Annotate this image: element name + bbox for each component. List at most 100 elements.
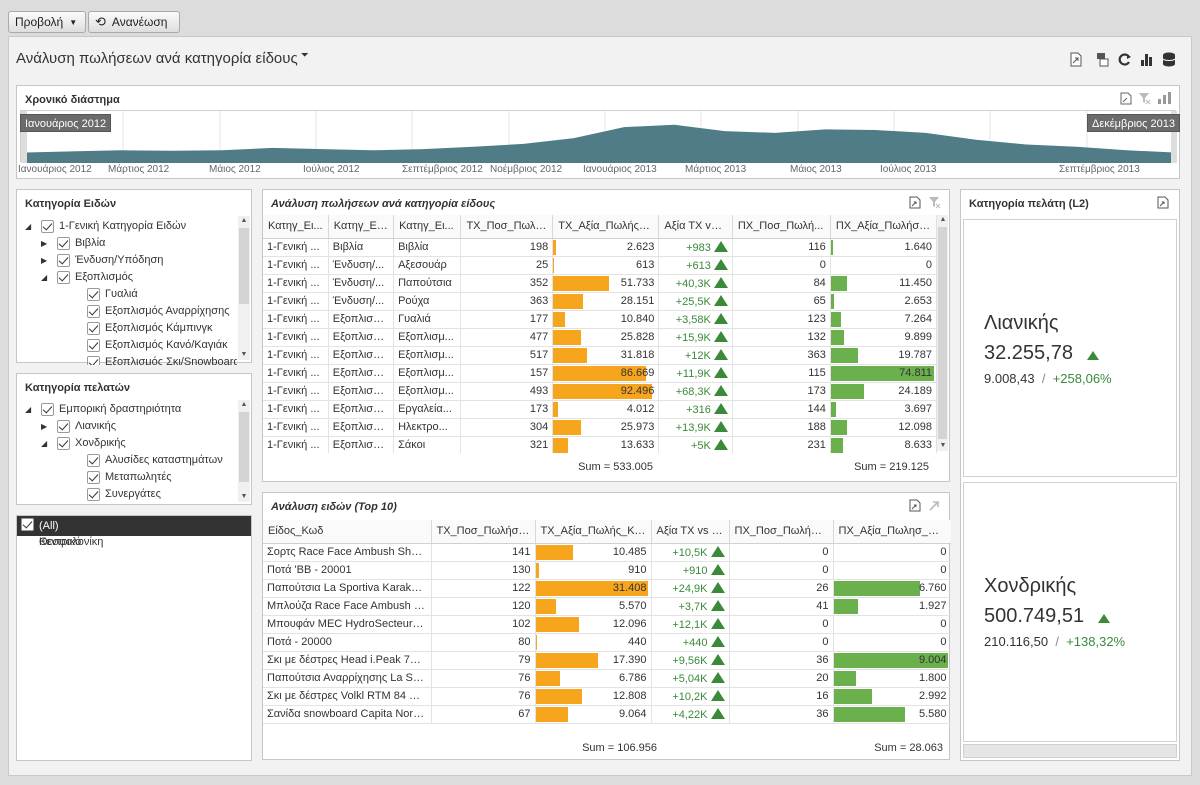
bar-cell[interactable]: 28.151 (552, 292, 660, 311)
table-row[interactable]: 1-Γενική ... Εξοπλισμός Σάκοι 321 13.633 +5K 2… (263, 436, 937, 453)
checkbox[interactable] (87, 288, 100, 301)
bar-cell[interactable]: 10.485 (535, 543, 652, 562)
bar-cell[interactable]: 31.818 (552, 346, 660, 365)
tree-item[interactable]: ▶ Λιανικής (17, 418, 237, 435)
view-menu-button[interactable]: Προβολή ▼ (8, 11, 86, 33)
tree-item[interactable]: ◢ Εμπορική δραστηριότητα (17, 401, 237, 418)
export-icon[interactable] (1157, 196, 1169, 209)
bar-cell[interactable]: 1.927 (833, 597, 951, 616)
checkbox[interactable] (57, 437, 70, 450)
checkbox[interactable] (87, 454, 100, 467)
chart-icon[interactable] (1140, 52, 1154, 67)
clear-filter-icon[interactable] (928, 196, 941, 209)
tree-item[interactable]: ◢ 1-Γενική Κατηγορία Ειδών (17, 218, 237, 235)
tree-item[interactable]: ▶ Ένδυση/Υπόδηση (17, 252, 237, 269)
tree-item[interactable]: ◢ Χονδρικής (17, 435, 237, 452)
table-row[interactable]: Ποτά 'ΒΒ - 20001 130 910 +910 0 0 (263, 561, 951, 580)
checkbox[interactable] (87, 322, 100, 335)
checkbox[interactable] (87, 356, 100, 365)
kpi-scrollbar[interactable] (963, 744, 1177, 758)
refresh-button[interactable]: ⟲ Ανανέωση (88, 11, 180, 33)
tree-item[interactable]: ◢ Εξοπλισμός (17, 269, 237, 286)
item-category-scrollbar[interactable]: ▲ ▼ (238, 216, 250, 360)
column-header[interactable]: ΤΧ_Ποσ_Πωλή... (460, 215, 554, 239)
kpi-card-retail[interactable]: Λιανικής 32.255,78 9.008,43 / +258,06% (963, 219, 1177, 477)
column-header[interactable]: Κατηγ_Ει... (328, 215, 395, 239)
clear-filter-icon[interactable] (1138, 92, 1151, 105)
chevron-down-icon[interactable]: ◢ (25, 405, 32, 414)
bar-cell[interactable]: 17.390 (535, 651, 652, 670)
column-header[interactable]: Κατηγ_Ει... (393, 215, 462, 239)
export-icon[interactable] (909, 499, 921, 512)
column-header[interactable]: ΤΧ_Αξία_Πωλής_... (552, 215, 660, 239)
checkbox[interactable] (57, 271, 70, 284)
bar-cell[interactable]: 10.840 (552, 310, 660, 329)
table-row[interactable]: 1-Γενική ... Εξοπλισμός Γυαλιά 177 10.840 +3,… (263, 310, 937, 329)
bar-cell[interactable]: 13.633 (552, 436, 660, 453)
chevron-right-icon[interactable]: ▶ (41, 422, 48, 431)
checkbox[interactable] (87, 305, 100, 318)
checkbox[interactable] (57, 254, 70, 267)
chevron-right-icon[interactable]: ▶ (41, 256, 48, 265)
table-row[interactable]: 1-Γενική ... Εξοπλισμός Εξοπλισμ... 517 31.8… (263, 346, 937, 365)
bar-cell[interactable]: 5.580 (833, 705, 951, 724)
checkbox[interactable] (57, 237, 70, 250)
bar-cell[interactable]: 25.973 (552, 418, 660, 437)
table-row[interactable]: 1-Γενική ... Ένδυση/... Αξεσουάρ 25 613 +613 0… (263, 256, 937, 275)
export-icon[interactable] (1070, 52, 1082, 67)
bar-cell[interactable]: 7.264 (830, 310, 937, 329)
bar-cell[interactable]: 0 (833, 543, 951, 562)
tree-item[interactable]: Γυαλιά (17, 286, 237, 303)
table-row[interactable]: Παπούτσια Αναρρίχησης La Spo... 76 6.786 +5… (263, 669, 951, 688)
export-icon[interactable] (1120, 92, 1132, 105)
bar-cell[interactable]: 51.733 (552, 274, 660, 293)
bar-cell[interactable]: 910 (535, 561, 652, 580)
bar-cell[interactable]: 9.064 (535, 705, 652, 724)
range-start-handle[interactable]: Ιανουάριος 2012 (20, 114, 112, 132)
bar-cell[interactable]: 6.786 (535, 669, 652, 688)
bar-cell[interactable]: 6.760 (833, 579, 951, 598)
chevron-down-icon[interactable]: ◢ (41, 273, 48, 282)
bar-cell[interactable]: 0 (830, 256, 937, 275)
bar-cell[interactable]: 440 (535, 633, 652, 652)
tree-item[interactable]: Μεταπωλητές (17, 469, 237, 486)
checkbox[interactable] (87, 471, 100, 484)
checkbox[interactable] (87, 339, 100, 352)
export-icon[interactable] (909, 196, 921, 209)
table-row[interactable]: 1-Γενική ... Εξοπλισμός Εργαλεία... 173 4.01… (263, 400, 937, 419)
bar-cell[interactable]: 25.828 (552, 328, 660, 347)
column-header[interactable]: ΠΧ_Αξία_Πωλησ_Μ... (833, 520, 951, 544)
column-header[interactable]: ΤΧ_Ποσ_Πωλήσε... (431, 520, 536, 544)
tree-item[interactable]: Εξοπλισμός Σκι/Snowboard (17, 354, 237, 365)
bar-cell[interactable]: 1.800 (833, 669, 951, 688)
bar-cell[interactable]: 2.623 (552, 238, 660, 257)
checkbox[interactable] (41, 403, 54, 416)
bar-cell[interactable]: 4.012 (552, 400, 660, 419)
chevron-down-icon[interactable]: ◢ (25, 222, 32, 231)
checkbox[interactable] (21, 518, 34, 531)
column-header[interactable]: ΠΧ_Ποσ_Πωλή... (732, 215, 831, 239)
filter-icon[interactable]: ⏷ (300, 50, 309, 61)
tree-item[interactable]: Συνεργάτες (17, 486, 237, 503)
bar-cell[interactable]: 2.653 (830, 292, 937, 311)
table-row[interactable]: Μπουφάν MEC HydroSecteur J... 102 12.096 +1… (263, 615, 951, 634)
sales-grid-scrollbar[interactable]: ▲ ▼ (936, 215, 948, 451)
column-header[interactable]: ΠΧ_Αξία_Πωλήσ_... (830, 215, 937, 239)
bar-cell[interactable]: 12.098 (830, 418, 937, 437)
chevron-down-icon[interactable]: ◢ (41, 439, 48, 448)
column-header[interactable]: Είδος_Κωδ (263, 520, 432, 544)
checkbox[interactable] (57, 420, 70, 433)
table-row[interactable]: 1-Γενική ... Βιβλία Βιβλία 198 2.623 +983 116 1… (263, 238, 937, 257)
bar-cell[interactable]: 11.450 (830, 274, 937, 293)
bar-cell[interactable]: 2.992 (833, 687, 951, 706)
tree-item[interactable]: Αλυσίδες καταστημάτων (17, 452, 237, 469)
bar-cell[interactable]: 5.570 (535, 597, 652, 616)
bar-cell[interactable]: 0 (833, 561, 951, 580)
column-header[interactable]: Αξία ΤΧ vs ν... (651, 520, 730, 544)
bar-cell[interactable]: 92.496 (552, 382, 660, 401)
table-row[interactable]: 1-Γενική ... Ένδυση/... Παπούτσια 352 51.733… (263, 274, 937, 293)
table-row[interactable]: Παπούτσια La Sportiva Karakor... 122 31.40… (263, 579, 951, 598)
table-row[interactable]: 1-Γενική ... Εξοπλισμός Εξοπλισμ... 493 92.4… (263, 382, 937, 401)
timeline-area-chart[interactable] (21, 111, 1177, 163)
table-row[interactable]: Ποτά - 20000 80 440 +440 0 0 (263, 633, 951, 652)
